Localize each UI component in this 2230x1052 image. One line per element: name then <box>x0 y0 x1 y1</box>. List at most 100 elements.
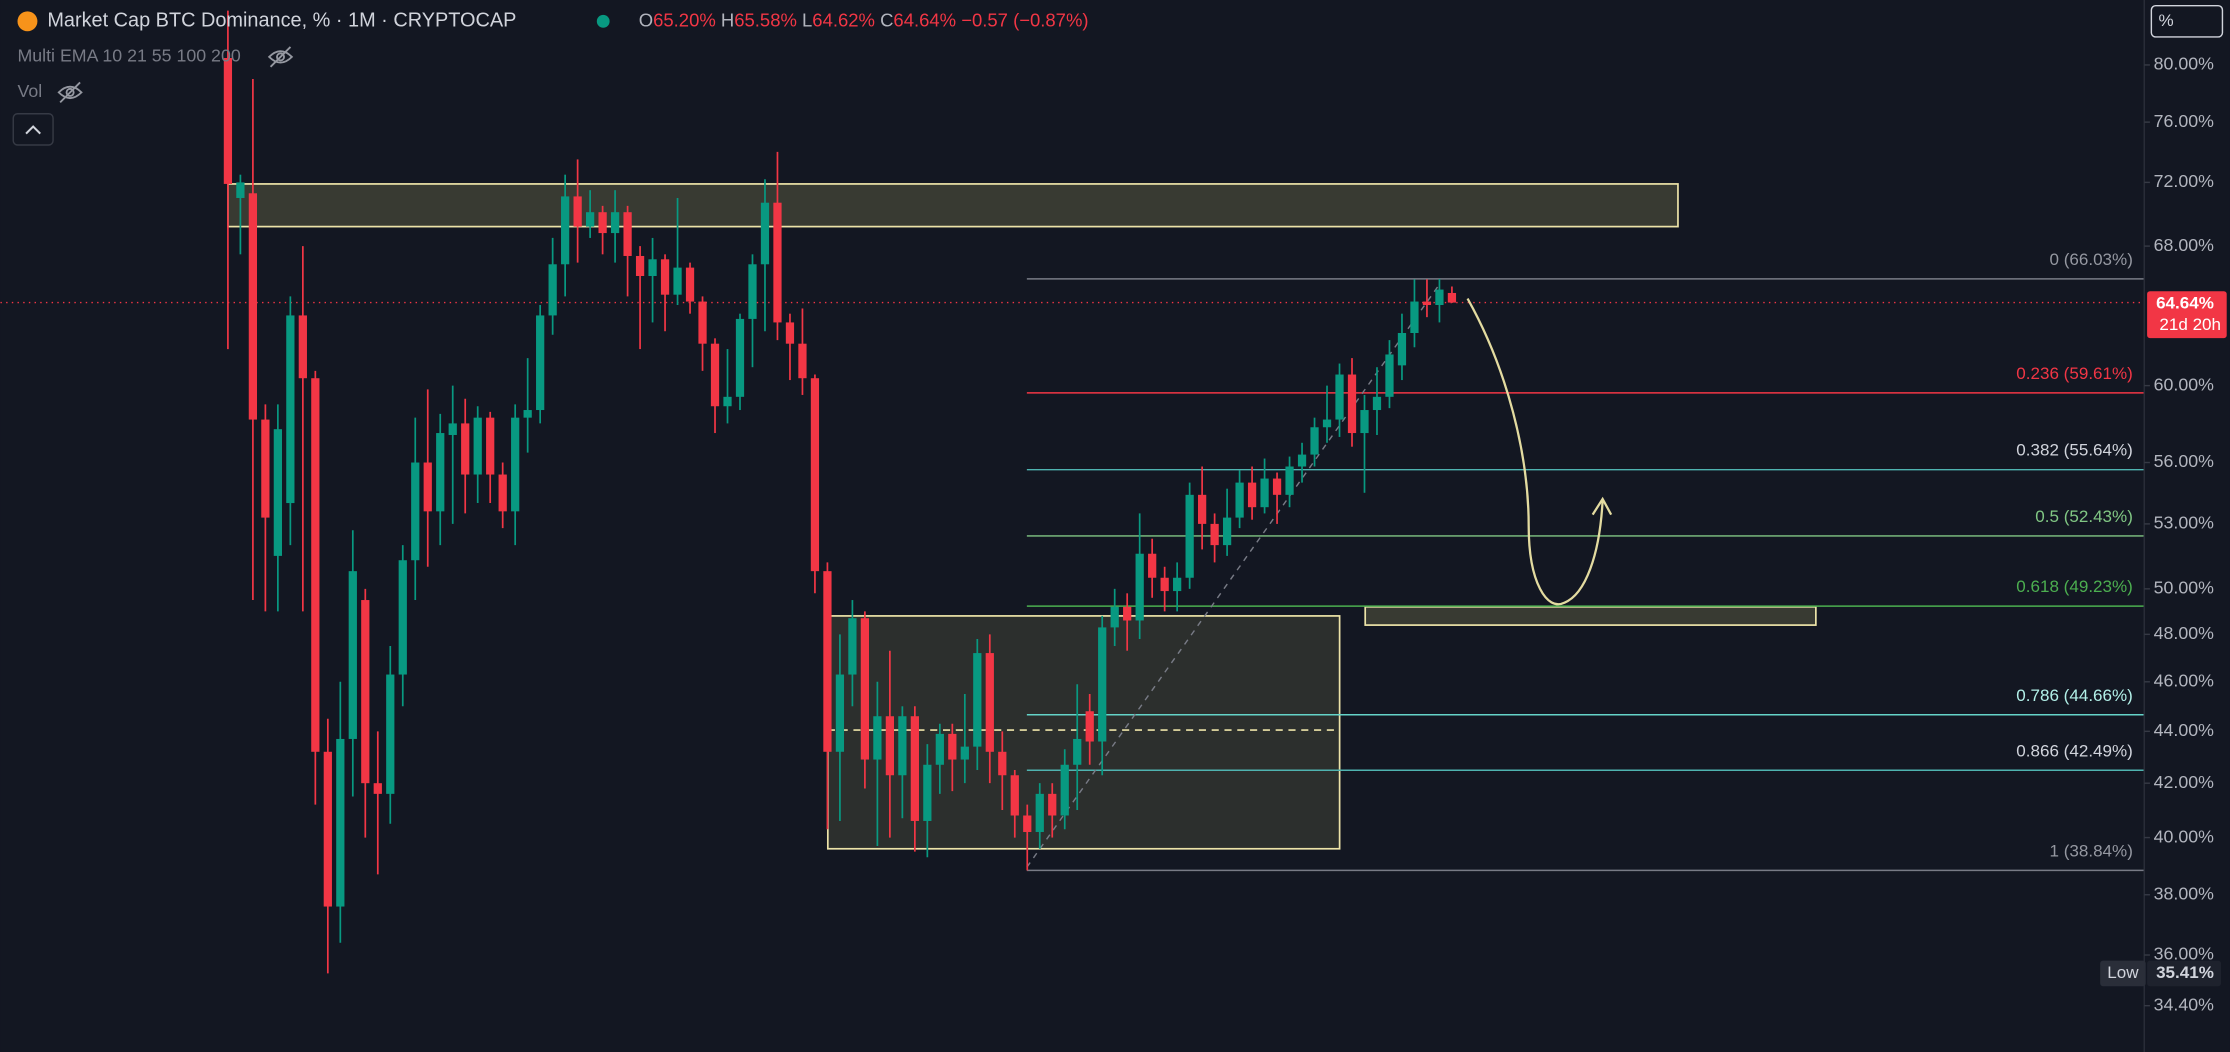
y-tick-label: 72.00% <box>2154 171 2214 191</box>
candle-body <box>236 182 245 198</box>
candle-body <box>885 716 894 776</box>
candle-body <box>798 343 807 379</box>
candle-body <box>1235 482 1244 518</box>
candle-body <box>1310 427 1319 455</box>
indicator-label: Multi EMA 10 21 55 100 200 <box>18 46 241 66</box>
collapse-icon <box>25 125 41 135</box>
candle-body <box>548 264 557 316</box>
candle-body <box>348 571 357 739</box>
candle-body <box>910 716 919 821</box>
fib-label: 0.5 (52.43%) <box>2035 507 2133 526</box>
candle-body <box>635 255 645 277</box>
candle-body <box>760 202 770 265</box>
price-tag <box>2147 291 2227 339</box>
candle-body <box>1185 494 1194 578</box>
candle-body <box>698 301 707 344</box>
candle-body <box>473 417 482 475</box>
unit-label: % <box>2158 11 2173 30</box>
plot-area: 0 (66.03%) 0.236 (59.61%) 0.382 (55.64%) 0.… <box>0 10 2145 974</box>
y-tick-label: 38.00% <box>2154 883 2214 903</box>
candle-body <box>1098 627 1107 742</box>
candle-body <box>935 733 944 765</box>
candle-body <box>1085 711 1094 742</box>
candle-body <box>223 58 233 184</box>
candle-body <box>573 196 582 227</box>
candle-body <box>948 733 957 760</box>
candle-body <box>610 212 620 234</box>
status-dot <box>596 14 610 28</box>
ohlc-value: 64.64% <box>893 9 956 30</box>
candle-body <box>1410 301 1419 334</box>
candle-body <box>660 259 670 295</box>
y-tick-label: 42.00% <box>2154 772 2214 792</box>
low-tag <box>2147 960 2222 987</box>
fib-label: 0.618 (49.23%) <box>2016 577 2133 596</box>
fib-label: 1 (38.84%) <box>2049 841 2132 860</box>
candle-body <box>1297 454 1307 467</box>
candle-body <box>1335 374 1344 420</box>
candle-body <box>336 738 345 907</box>
candle-body <box>1160 577 1169 592</box>
candle-body <box>985 653 994 752</box>
countdown-label: 21d 20h <box>2159 315 2221 334</box>
candle-body <box>823 571 832 752</box>
candle-body <box>461 423 470 475</box>
candle-body <box>685 267 695 302</box>
symbol-icon <box>17 11 38 32</box>
candle-body <box>648 259 657 277</box>
chart-title: Market Cap BTC Dominance, % · 1M · CRYPT… <box>47 10 516 32</box>
candle-body <box>448 423 457 435</box>
candle-body <box>723 396 732 407</box>
candle-body <box>1023 815 1032 833</box>
y-tick-label: 40.00% <box>2154 826 2214 846</box>
candle-body <box>1435 289 1444 306</box>
ohlc-value: 64.62% <box>812 9 875 30</box>
candle-body <box>735 318 745 397</box>
candle-body <box>1198 494 1207 524</box>
header: Market Cap BTC Dominance, % · 1M · CRYPT… <box>12 9 1089 146</box>
fib-label: 0.866 (42.49%) <box>2016 741 2133 760</box>
candle-body <box>1148 553 1157 578</box>
candle-body <box>1447 292 1457 303</box>
candle-body <box>323 751 332 907</box>
ohlc-key: C <box>880 9 893 30</box>
collapse-button[interactable] <box>12 113 54 146</box>
candle-body <box>673 267 682 295</box>
candle-body <box>1073 738 1082 765</box>
y-tick-label: 76.00% <box>2154 111 2214 131</box>
fib-label: 0.236 (59.61%) <box>2016 364 2133 383</box>
unit-button[interactable] <box>2150 4 2224 38</box>
candle-body <box>710 343 720 407</box>
candle-body <box>1035 793 1044 833</box>
candle-body <box>1260 478 1269 508</box>
candle-body <box>1285 466 1294 495</box>
candle-body <box>298 315 307 379</box>
candle-body <box>873 716 882 760</box>
candle-body <box>835 674 845 752</box>
candle-body <box>423 462 432 512</box>
candle-body <box>1060 764 1069 816</box>
fib-label: 0.786 (44.66%) <box>2016 686 2133 705</box>
candle-body <box>1010 775 1019 816</box>
y-tick-label: 36.00% <box>2154 944 2214 964</box>
candle-body <box>1397 333 1407 366</box>
candle-body <box>1347 374 1357 434</box>
y-tick-label: 80.00% <box>2154 54 2214 74</box>
ohlc-key: L <box>802 9 812 30</box>
candle-body <box>973 653 982 747</box>
candle-body <box>311 378 320 752</box>
candle-body <box>1360 410 1369 434</box>
y-tick-label: 44.00% <box>2154 720 2214 740</box>
y-tick-label: 56.00% <box>2154 451 2214 471</box>
candle-body <box>511 417 520 512</box>
candle-body <box>486 417 495 475</box>
candle-body <box>923 764 932 821</box>
price-tag-label: 64.64% <box>2156 294 2214 313</box>
ohlc-change: −0.57 (−0.87%) <box>961 9 1088 30</box>
hide-icon[interactable] <box>267 46 294 68</box>
low-tag-label: 35.41% <box>2156 963 2214 982</box>
candle-body <box>436 433 445 512</box>
hide-icon[interactable] <box>57 81 83 104</box>
candle-body <box>623 212 632 256</box>
